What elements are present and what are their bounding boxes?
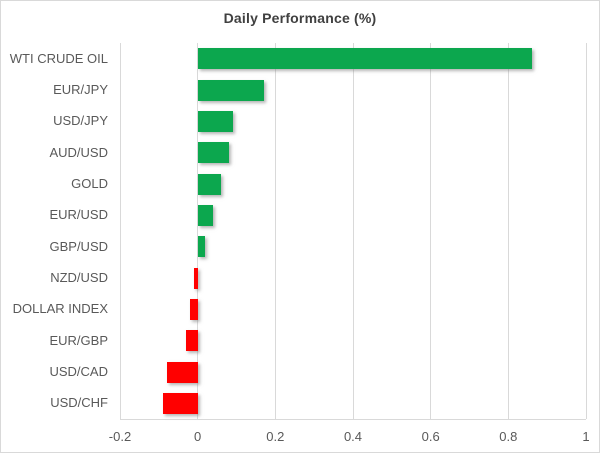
- category-label: AUD/USD: [49, 144, 108, 160]
- x-axis-tick-label: 1: [582, 429, 590, 444]
- bar-negative: [186, 330, 198, 352]
- x-axis-tick-label: 0: [194, 429, 202, 444]
- category-label: USD/CAD: [49, 364, 108, 379]
- x-axis-tick-label: -0.2: [108, 429, 132, 444]
- bar-positive: [197, 48, 532, 70]
- x-gridline: [119, 43, 121, 419]
- x-gridline: [507, 43, 509, 419]
- bar-positive: [197, 236, 206, 258]
- x-axis-tick-label: 0.2: [266, 429, 285, 444]
- category-label: GBP/USD: [49, 238, 108, 254]
- bar-negative: [166, 361, 198, 383]
- x-axis-line: [120, 419, 586, 420]
- category-label: EUR/GBP: [49, 332, 108, 348]
- bar-positive: [197, 173, 221, 195]
- bar-positive: [197, 79, 264, 101]
- category-label: WTI CRUDE OIL: [9, 50, 108, 66]
- bar-positive: [197, 110, 233, 132]
- category-label: GOLD: [71, 176, 108, 191]
- bar-positive: [197, 142, 229, 164]
- category-label: USD/CHF: [50, 395, 108, 411]
- category-label: EUR/USD: [49, 207, 108, 223]
- x-gridline: [197, 43, 199, 419]
- category-label: NZD/USD: [50, 270, 108, 285]
- category-label: EUR/JPY: [53, 82, 108, 97]
- bar-negative: [162, 392, 198, 414]
- category-label: DOLLAR INDEX: [12, 301, 108, 317]
- x-gridline: [585, 43, 587, 419]
- category-label: USD/JPY: [53, 113, 108, 129]
- bar-negative: [189, 298, 198, 320]
- chart-title: Daily Performance (%): [223, 10, 377, 26]
- x-gridline: [430, 43, 432, 419]
- x-gridline: [274, 43, 276, 419]
- bar-positive: [197, 204, 214, 226]
- bar-negative: [193, 267, 198, 289]
- x-gridline: [352, 43, 354, 419]
- x-axis-tick-label: 0.6: [421, 429, 440, 444]
- x-axis-tick-label: 0.4: [343, 429, 363, 444]
- x-axis-tick-label: 0.8: [499, 429, 518, 444]
